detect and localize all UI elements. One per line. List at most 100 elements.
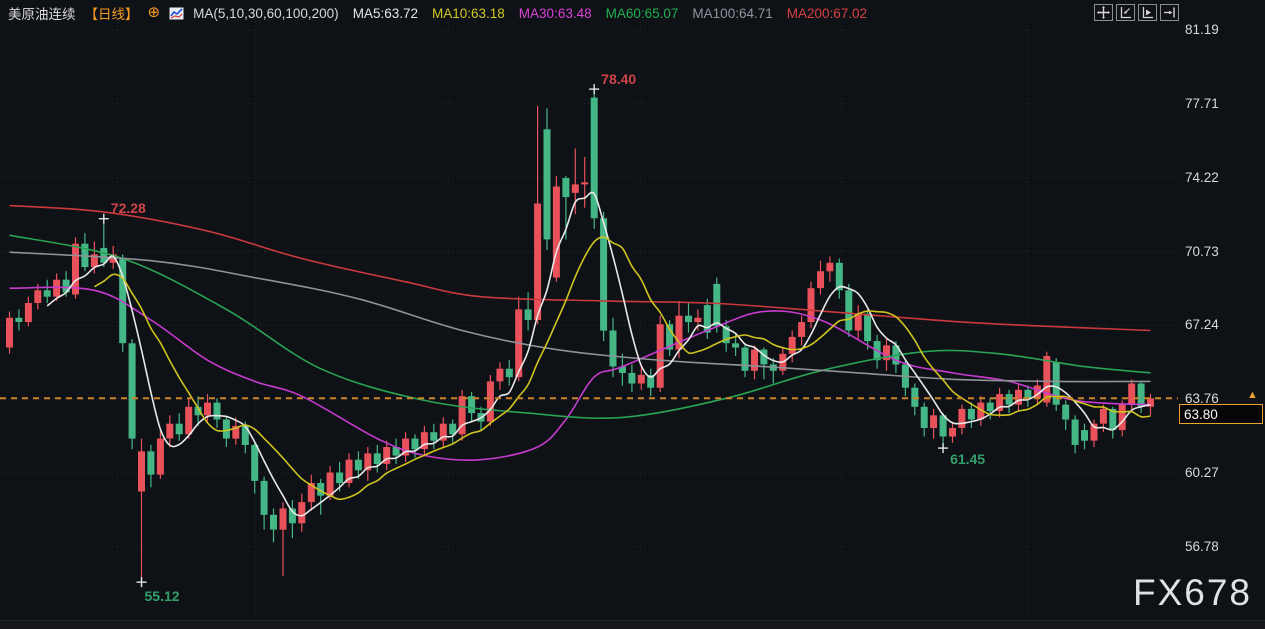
candle[interactable]	[1024, 385, 1032, 407]
jump-to-end-button[interactable]	[1160, 4, 1179, 21]
candle[interactable]	[232, 417, 240, 445]
candle[interactable]	[675, 300, 683, 359]
candle[interactable]	[270, 508, 277, 543]
candle[interactable]	[930, 408, 938, 439]
candle[interactable]	[496, 362, 504, 390]
candle[interactable]	[967, 402, 975, 428]
candle[interactable]	[694, 309, 702, 331]
scale-axis-left-button[interactable]	[1116, 4, 1135, 21]
candle[interactable]	[647, 368, 655, 397]
candle-series[interactable]	[6, 89, 1154, 583]
candle[interactable]	[468, 392, 476, 422]
candle[interactable]	[1052, 358, 1060, 411]
candle[interactable]	[552, 175, 560, 282]
add-indicator-icon[interactable]: ⊕	[147, 4, 161, 21]
candle[interactable]	[618, 353, 626, 386]
candle[interactable]	[1109, 406, 1117, 439]
candle[interactable]	[628, 364, 636, 392]
candle[interactable]	[656, 315, 664, 392]
pan-crosshair-button[interactable]	[1094, 4, 1113, 21]
candle[interactable]	[1005, 389, 1013, 414]
candle[interactable]	[1128, 379, 1136, 411]
candle[interactable]	[24, 296, 32, 327]
candle[interactable]	[364, 447, 372, 481]
candle[interactable]	[279, 502, 287, 577]
candle[interactable]	[1081, 423, 1088, 450]
candle[interactable]	[939, 413, 947, 449]
candle[interactable]	[298, 493, 306, 532]
candle[interactable]	[854, 305, 862, 339]
candle[interactable]	[213, 398, 221, 428]
candle[interactable]	[637, 366, 645, 390]
candle[interactable]	[486, 375, 494, 426]
candle[interactable]	[354, 451, 362, 479]
candle[interactable]	[1071, 415, 1079, 454]
candle[interactable]	[138, 438, 145, 583]
candle[interactable]	[1118, 400, 1126, 437]
candle[interactable]	[373, 444, 381, 473]
candle[interactable]	[430, 423, 438, 450]
candle[interactable]	[920, 402, 928, 437]
candle[interactable]	[571, 148, 579, 215]
candle[interactable]	[835, 258, 843, 299]
candle[interactable]	[807, 281, 815, 329]
candle[interactable]	[1137, 381, 1145, 414]
candle[interactable]	[420, 425, 428, 456]
candle[interactable]	[449, 419, 457, 443]
candle[interactable]	[128, 339, 136, 450]
candle[interactable]	[722, 320, 730, 352]
candle[interactable]	[43, 279, 51, 303]
candle[interactable]	[986, 398, 994, 420]
candle[interactable]	[345, 453, 353, 488]
candle[interactable]	[590, 89, 598, 229]
candle[interactable]	[251, 442, 259, 494]
candle[interactable]	[505, 360, 513, 386]
candle[interactable]	[817, 260, 824, 295]
candle[interactable]	[81, 233, 89, 272]
candle[interactable]	[883, 339, 890, 371]
candle[interactable]	[685, 303, 692, 333]
candle[interactable]	[798, 315, 806, 346]
candle[interactable]	[949, 421, 956, 443]
candle[interactable]	[741, 343, 749, 378]
candle[interactable]	[1090, 419, 1098, 448]
candle[interactable]	[6, 311, 13, 354]
candle[interactable]	[439, 417, 447, 447]
scale-axis-right-button[interactable]	[1138, 4, 1157, 21]
candle[interactable]	[100, 218, 108, 267]
candle[interactable]	[175, 413, 183, 441]
candle[interactable]	[600, 211, 608, 342]
candle[interactable]	[543, 108, 551, 251]
candle[interactable]	[845, 283, 853, 337]
candle[interactable]	[383, 440, 391, 471]
candle[interactable]	[1062, 400, 1070, 431]
candle[interactable]	[260, 476, 268, 530]
candle[interactable]	[402, 432, 410, 462]
candle[interactable]	[901, 360, 909, 397]
candle[interactable]	[864, 309, 872, 350]
candle[interactable]	[760, 347, 768, 380]
candle[interactable]	[751, 345, 758, 380]
candle[interactable]	[524, 292, 532, 331]
candle[interactable]	[977, 396, 985, 426]
candle[interactable]	[515, 296, 523, 382]
candle[interactable]	[534, 106, 542, 325]
candle[interactable]	[666, 320, 674, 356]
chart-style-icon[interactable]	[169, 7, 184, 20]
candle[interactable]	[147, 444, 155, 488]
candle[interactable]	[788, 330, 796, 363]
candle[interactable]	[996, 387, 1004, 418]
candle[interactable]	[826, 256, 834, 282]
candle[interactable]	[581, 156, 589, 208]
candle[interactable]	[317, 478, 325, 515]
candle[interactable]	[15, 309, 23, 331]
candle[interactable]	[1015, 383, 1022, 412]
candle[interactable]	[194, 396, 202, 426]
candle[interactable]	[609, 317, 617, 378]
candle[interactable]	[1033, 379, 1041, 405]
candle[interactable]	[911, 383, 919, 416]
candle[interactable]	[392, 438, 400, 464]
candle[interactable]	[307, 474, 315, 511]
candle[interactable]	[958, 404, 966, 435]
